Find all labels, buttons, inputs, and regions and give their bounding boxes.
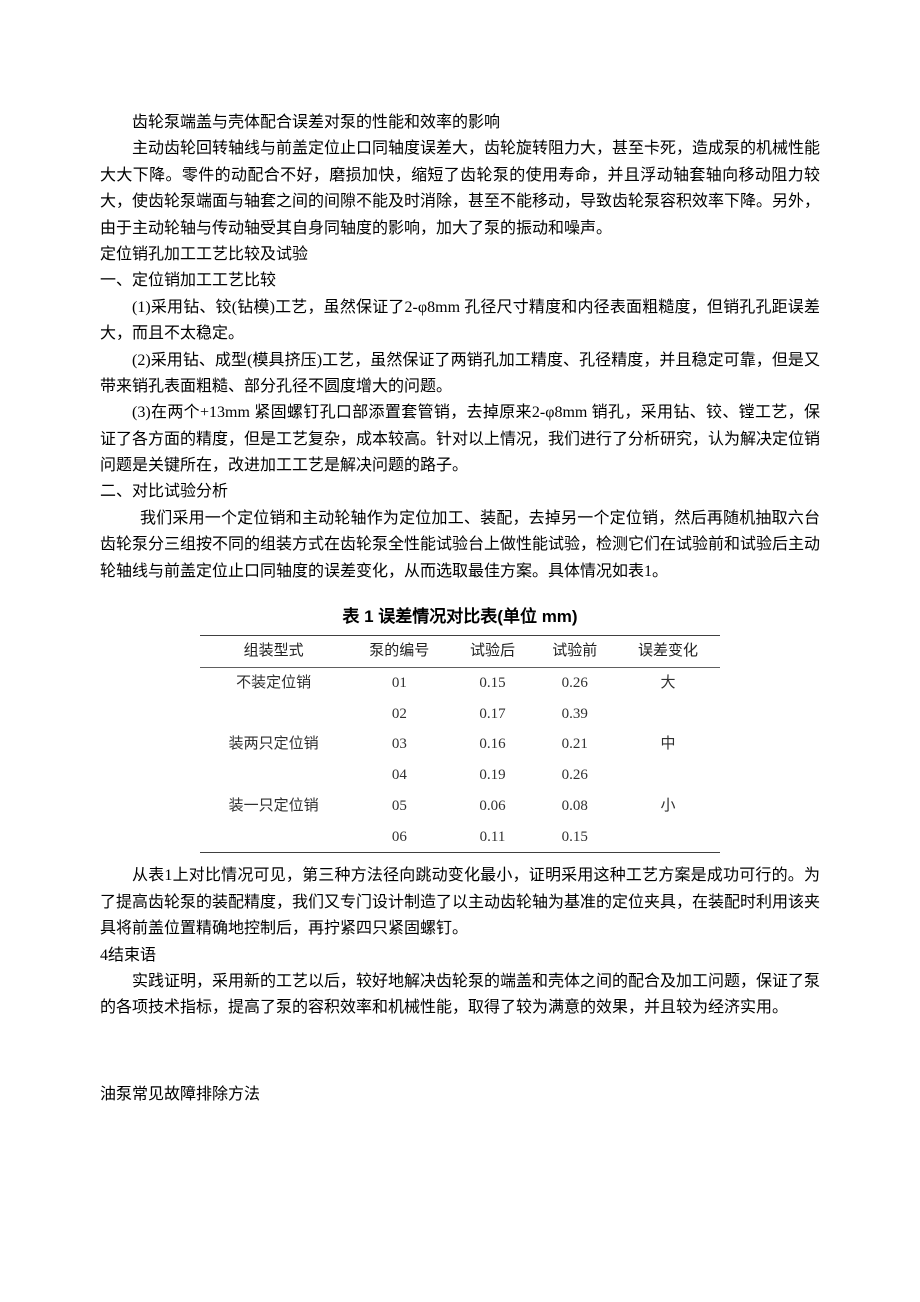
heading-process-compare: 定位销孔加工工艺比较及试验 — [100, 242, 820, 268]
cell — [616, 699, 720, 730]
table-row: 04 0.19 0.26 — [200, 760, 720, 791]
heading-conclusion: 4结束语 — [100, 943, 820, 969]
paragraph-after-table: 从表1上对比情况可见，第三种方法径向跳动变化最小，证明采用这种工艺方案是成功可行… — [100, 863, 820, 942]
cell: 中 — [616, 729, 720, 760]
cell: 0.15 — [534, 822, 616, 853]
cell: 0.39 — [534, 699, 616, 730]
cell: 0.21 — [534, 729, 616, 760]
paragraph-intro: 主动齿轮回转轴线与前盖定位止口同轴度误差大，齿轮旋转阻力大，甚至卡死，造成泵的机… — [100, 136, 820, 242]
heading-section-2: 二、对比试验分析 — [100, 479, 820, 505]
cell: 04 — [347, 760, 451, 791]
cell — [200, 699, 347, 730]
cell: 0.17 — [451, 699, 533, 730]
table-row: 装两只定位销 03 0.16 0.21 中 — [200, 729, 720, 760]
heading-section-1: 一、定位销加工工艺比较 — [100, 268, 820, 294]
table-header-row: 组装型式 泵的编号 试验后 试验前 误差变化 — [200, 636, 720, 668]
next-section-title: 油泵常见故障排除方法 — [100, 1082, 820, 1108]
doc-title: 齿轮泵端盖与壳体配合误差对泵的性能和效率的影响 — [100, 110, 820, 136]
table-row: 02 0.17 0.39 — [200, 699, 720, 730]
cell: 0.16 — [451, 729, 533, 760]
cell — [616, 822, 720, 853]
table-1-container: 表 1 误差情况对比表(单位 mm) 组装型式 泵的编号 试验后 试验前 误差变… — [200, 603, 720, 853]
table-1-title: 表 1 误差情况对比表(单位 mm) — [200, 603, 720, 631]
cell: 05 — [347, 791, 451, 822]
table-1: 组装型式 泵的编号 试验后 试验前 误差变化 不装定位销 01 0.15 0.2… — [200, 635, 720, 853]
table-row: 装一只定位销 05 0.06 0.08 小 — [200, 791, 720, 822]
cell: 小 — [616, 791, 720, 822]
col-header-after: 试验后 — [451, 636, 533, 668]
cell: 0.15 — [451, 667, 533, 698]
paragraph-item-3: (3)在两个+13mm 紧固螺钉孔口部添置套管销，去掉原来2-φ8mm 销孔，采… — [100, 400, 820, 479]
cell: 0.11 — [451, 822, 533, 853]
cell: 0.08 — [534, 791, 616, 822]
document-page: 齿轮泵端盖与壳体配合误差对泵的性能和效率的影响 主动齿轮回转轴线与前盖定位止口同… — [0, 0, 920, 1168]
paragraph-item-1: (1)采用钻、铰(钻模)工艺，虽然保证了2-φ8mm 孔径尺寸精度和内径表面粗糙… — [100, 295, 820, 348]
cell: 02 — [347, 699, 451, 730]
cell: 06 — [347, 822, 451, 853]
col-header-before: 试验前 — [534, 636, 616, 668]
cell: 装一只定位销 — [200, 791, 347, 822]
paragraph-item-2: (2)采用钻、成型(模具挤压)工艺，虽然保证了两销孔加工精度、孔径精度，并且稳定… — [100, 348, 820, 401]
paragraph-conclusion: 实践证明，采用新的工艺以后，较好地解决齿轮泵的端盖和壳体之间的配合及加工问题，保… — [100, 969, 820, 1022]
cell: 03 — [347, 729, 451, 760]
table-row: 不装定位销 01 0.15 0.26 大 — [200, 667, 720, 698]
cell — [200, 822, 347, 853]
cell: 0.06 — [451, 791, 533, 822]
col-header-id: 泵的编号 — [347, 636, 451, 668]
col-header-type: 组装型式 — [200, 636, 347, 668]
cell: 0.19 — [451, 760, 533, 791]
cell — [616, 760, 720, 791]
paragraph-analysis: 我们采用一个定位销和主动轮轴作为定位加工、装配，去掉另一个定位销，然后再随机抽取… — [100, 506, 820, 585]
cell: 不装定位销 — [200, 667, 347, 698]
cell: 装两只定位销 — [200, 729, 347, 760]
cell: 0.26 — [534, 760, 616, 791]
col-header-change: 误差变化 — [616, 636, 720, 668]
table-row: 06 0.11 0.15 — [200, 822, 720, 853]
cell: 0.26 — [534, 667, 616, 698]
cell: 大 — [616, 667, 720, 698]
cell — [200, 760, 347, 791]
cell: 01 — [347, 667, 451, 698]
